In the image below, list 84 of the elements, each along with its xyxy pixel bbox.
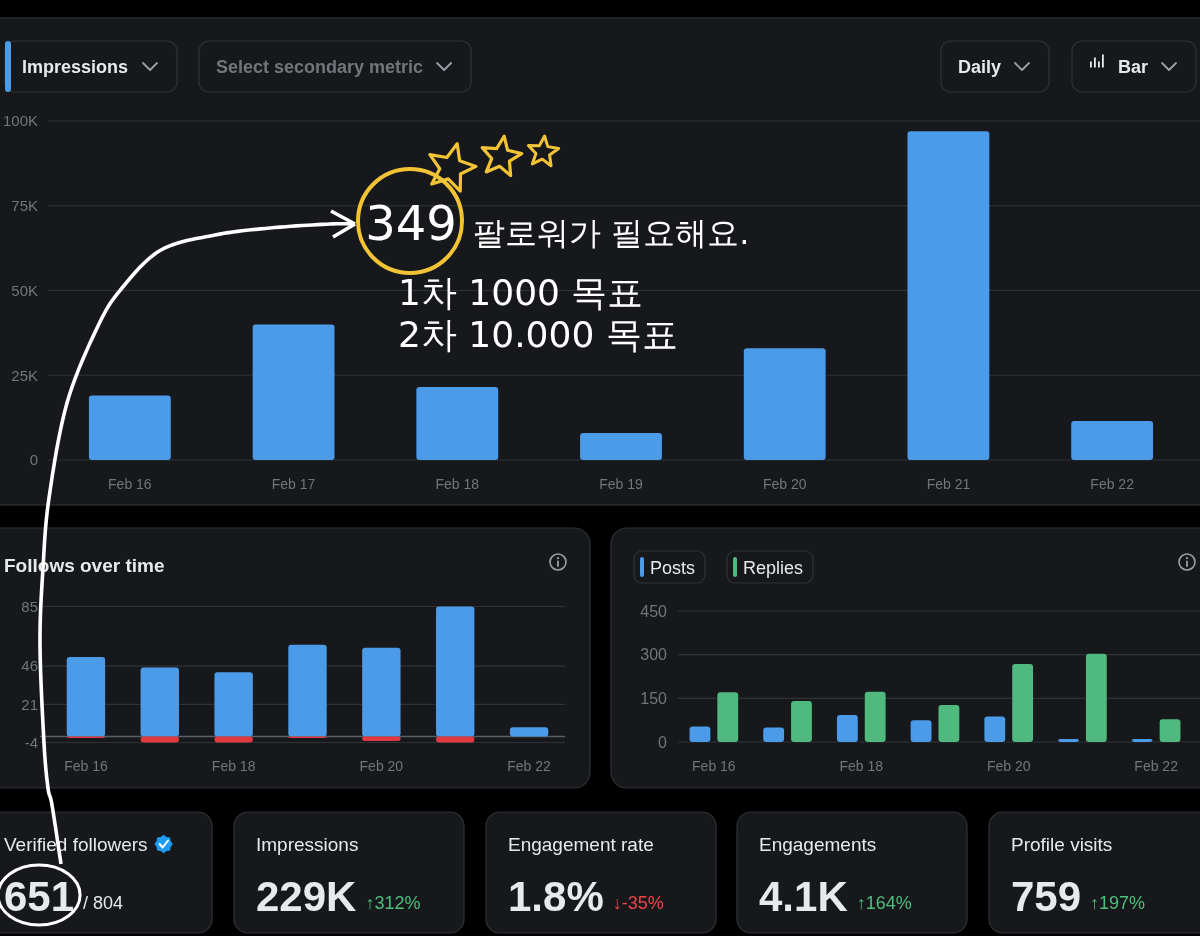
bar xyxy=(509,727,549,737)
text: 229K xyxy=(256,873,357,920)
bar xyxy=(214,736,253,743)
x-tick-label: Feb 16 xyxy=(108,476,152,492)
y-tick-label: 75K xyxy=(11,197,38,214)
text: 651 xyxy=(4,873,75,920)
y-tick-label: 50K xyxy=(11,281,38,299)
text: 759 xyxy=(1011,873,1082,920)
bar xyxy=(1131,739,1153,742)
text: Impressions xyxy=(256,834,359,855)
text: ↑197% xyxy=(1090,893,1146,913)
bar xyxy=(140,667,179,737)
x-tick-label: Feb 20 xyxy=(359,758,404,774)
y-tick-label: 0 xyxy=(29,451,38,469)
bar xyxy=(288,644,327,737)
bar xyxy=(214,672,253,737)
bar xyxy=(743,348,826,460)
bar xyxy=(763,727,785,742)
y-tick-label: 150 xyxy=(640,689,668,707)
x-tick-label: Feb 20 xyxy=(986,758,1031,774)
bar xyxy=(436,606,475,737)
bar xyxy=(88,395,171,460)
y-tick-label: 21 xyxy=(21,695,38,713)
text: 4.1K xyxy=(759,873,848,920)
bar xyxy=(66,656,106,737)
y-tick-label: 100K xyxy=(2,112,38,130)
annotation: 349 xyxy=(365,195,457,251)
annotation: 1차 1000 목표 xyxy=(398,272,644,313)
bar xyxy=(362,647,401,737)
y-tick-label: 46 xyxy=(21,657,38,675)
x-tick-label: Feb 18 xyxy=(435,476,480,492)
text: 1.8% xyxy=(508,873,604,920)
text: Engagement rate xyxy=(508,834,654,855)
bar xyxy=(1159,719,1181,742)
bar xyxy=(836,714,858,742)
text: Profile visits xyxy=(1011,834,1113,855)
bar xyxy=(717,692,739,742)
legend-label: Posts xyxy=(650,557,696,578)
bar xyxy=(416,387,499,460)
bar xyxy=(140,736,179,743)
x-tick-label: Feb 22 xyxy=(1090,476,1135,492)
y-tick-label: 450 xyxy=(640,602,668,620)
text: Daily xyxy=(958,57,1002,77)
text: Impressions xyxy=(22,57,129,77)
y-tick-label: -4 xyxy=(24,733,38,751)
bar xyxy=(362,736,401,741)
text: / 804 xyxy=(83,893,124,913)
x-tick-label: Feb 18 xyxy=(839,758,884,774)
bar xyxy=(910,720,932,742)
bar xyxy=(907,131,990,460)
bar xyxy=(864,691,886,742)
x-tick-label: Feb 16 xyxy=(692,758,736,774)
y-tick-label: 85 xyxy=(21,597,38,615)
bar xyxy=(938,705,960,742)
x-tick-label: Feb 22 xyxy=(1134,758,1179,774)
bar xyxy=(1071,421,1154,460)
legend-label: Replies xyxy=(743,557,804,578)
bar xyxy=(984,716,1006,742)
x-tick-label: Feb 21 xyxy=(926,476,971,492)
bar xyxy=(580,432,662,460)
x-tick-label: Feb 19 xyxy=(599,476,643,492)
x-tick-label: Feb 18 xyxy=(211,758,256,774)
bar xyxy=(436,736,475,743)
x-tick-label: Feb 20 xyxy=(762,476,807,492)
text: Select secondary metric xyxy=(216,57,424,77)
x-tick-label: Feb 16 xyxy=(64,758,108,774)
annotation: 2차 10.000 목표 xyxy=(398,314,678,355)
text: ↑312% xyxy=(365,893,421,913)
bar xyxy=(1085,653,1107,742)
text: ↑164% xyxy=(856,893,912,913)
bar xyxy=(791,700,812,742)
bar xyxy=(689,726,711,742)
x-tick-label: Feb 22 xyxy=(507,758,552,774)
y-tick-label: 25K xyxy=(11,366,38,384)
text: Bar xyxy=(1118,57,1149,77)
text: ↓-35% xyxy=(612,893,664,913)
annotation: 팔로워가 필요해요. xyxy=(473,214,750,252)
y-tick-label: 300 xyxy=(640,646,668,664)
bar xyxy=(1058,739,1079,742)
bar xyxy=(252,324,335,460)
text: Engagements xyxy=(759,834,877,855)
y-tick-label: 0 xyxy=(658,733,668,751)
x-tick-label: Feb 17 xyxy=(271,476,316,492)
bar xyxy=(1012,663,1034,742)
